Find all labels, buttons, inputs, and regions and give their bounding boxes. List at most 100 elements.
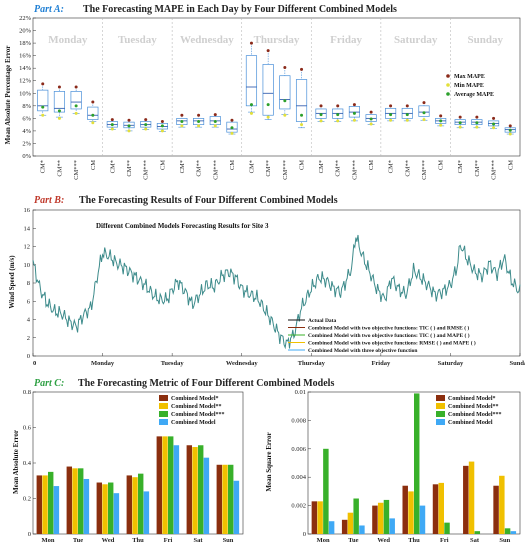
- bar: [138, 473, 144, 534]
- part-b-label: Part B:: [34, 195, 64, 206]
- legend-marker: [446, 92, 450, 96]
- part-a-legend: Max MAPE Min MAPE Average MAPE: [446, 74, 494, 98]
- part-b-y-label: Wind Speed (m/s): [8, 255, 16, 309]
- bar: [36, 475, 43, 534]
- bar: [126, 475, 133, 534]
- bar: [438, 482, 444, 534]
- bar: [377, 502, 384, 534]
- part-a: Part A: The Forecasting MAPE in Each Day…: [4, 4, 521, 180]
- box: [70, 91, 82, 110]
- x-tick-label: CM: [90, 160, 97, 170]
- y-tick-label: 14%: [19, 65, 32, 72]
- day-label: Thursday: [254, 34, 300, 46]
- day-label: Saturday: [394, 34, 438, 46]
- legend-entry: Combined Model: [448, 420, 493, 426]
- max-marker: [266, 49, 270, 53]
- box: [418, 105, 430, 117]
- y-tick-label: 0: [27, 353, 30, 360]
- max-marker: [352, 103, 356, 107]
- average-marker: [110, 123, 114, 127]
- average-marker: [213, 120, 217, 123]
- x-tick-label: CM*: [318, 160, 325, 173]
- min-marker: [249, 111, 253, 115]
- max-marker: [127, 118, 131, 122]
- min-marker: [266, 115, 270, 119]
- part-b-x-ticks: 0 Monday Tuesday Wednesday Thursday Friday Sat…: [32, 353, 525, 367]
- legend-entry: Combined Model***: [448, 412, 502, 418]
- x-tick-label: Sun: [499, 537, 510, 544]
- x-tick-label: CM*: [179, 160, 186, 173]
- min-marker: [57, 116, 61, 120]
- day-label: Friday: [330, 34, 362, 46]
- bar: [414, 393, 420, 534]
- legend-entry: Min MAPE: [454, 83, 484, 89]
- part-a-day-separators: [102, 18, 451, 156]
- bar: [419, 505, 426, 534]
- average-marker: [492, 122, 496, 126]
- bar: [162, 436, 168, 534]
- x-tick-label: Sat: [470, 537, 480, 544]
- x-tick-label: CM: [438, 160, 445, 170]
- mse-chart: 0 0.002 0.004 0.006 0.008 0.01 Mon Tue Wed Thu Fri…: [291, 389, 517, 544]
- y-tick-label: 2%: [22, 140, 31, 147]
- x-tick-label: CM*: [109, 160, 116, 173]
- legend-swatch: [159, 403, 168, 409]
- legend-swatch: [159, 395, 168, 401]
- y-tick-label: 0%: [22, 153, 31, 160]
- min-marker: [475, 125, 479, 129]
- box: [87, 106, 99, 120]
- bar: [493, 485, 499, 534]
- part-a-day-labels: Monday Tuesday Wednesday Thursday Friday Satu…: [48, 34, 503, 46]
- min-marker: [336, 119, 340, 123]
- max-marker: [508, 124, 512, 128]
- legend-entry: Combined Model with three objective func…: [308, 348, 417, 354]
- bar: [83, 478, 90, 534]
- x-tick-label: CM***: [421, 160, 428, 180]
- x-tick-label: CM**: [126, 160, 133, 177]
- min-marker: [389, 118, 393, 122]
- legend-entry: Combined Model: [171, 420, 216, 426]
- average-marker: [41, 105, 45, 109]
- y-tick-label: 0.008: [291, 417, 306, 424]
- bar: [108, 482, 114, 534]
- average-marker: [57, 109, 61, 113]
- y-tick-label: 10: [24, 262, 31, 269]
- max-marker: [458, 115, 462, 119]
- x-tick-label: Fri: [440, 537, 449, 544]
- min-marker: [439, 123, 443, 127]
- average-marker: [422, 111, 426, 115]
- bar: [143, 491, 150, 534]
- x-tick-label: Thursday: [298, 360, 326, 367]
- legend-entry: Combined Model***: [171, 412, 225, 418]
- y-tick-label: 6%: [22, 115, 31, 122]
- legend-entry: Combined Model with two objective functi…: [308, 332, 470, 339]
- box: [279, 75, 291, 110]
- part-c: Part C: The Forecasting Metric of Four D…: [12, 378, 521, 544]
- legend-marker: [446, 83, 450, 87]
- bar: [42, 475, 48, 534]
- bar: [53, 486, 60, 534]
- average-marker: [508, 128, 512, 132]
- bar: [173, 445, 180, 534]
- day-label: Sunday: [467, 34, 503, 46]
- x-tick-label: CM*: [248, 160, 255, 173]
- x-tick-label: CM***: [143, 160, 150, 180]
- bar: [499, 475, 505, 534]
- x-tick-label: CM**: [404, 160, 411, 177]
- legend-entry: Combined Model*: [448, 396, 496, 402]
- average-marker: [283, 99, 287, 103]
- legend-entry: Combined Model*: [171, 396, 219, 402]
- x-tick-label: Wednesday: [226, 360, 259, 367]
- bar: [504, 528, 511, 534]
- bar: [96, 482, 103, 534]
- box: [37, 89, 49, 112]
- part-c-mse-y-label: Mean Square Error: [265, 432, 273, 491]
- legend-swatch: [436, 403, 445, 409]
- average-marker: [352, 111, 356, 115]
- bar: [432, 484, 439, 534]
- max-marker: [180, 113, 184, 117]
- average-marker: [319, 113, 323, 117]
- max-marker: [283, 66, 287, 70]
- day-label: Wednesday: [180, 34, 234, 46]
